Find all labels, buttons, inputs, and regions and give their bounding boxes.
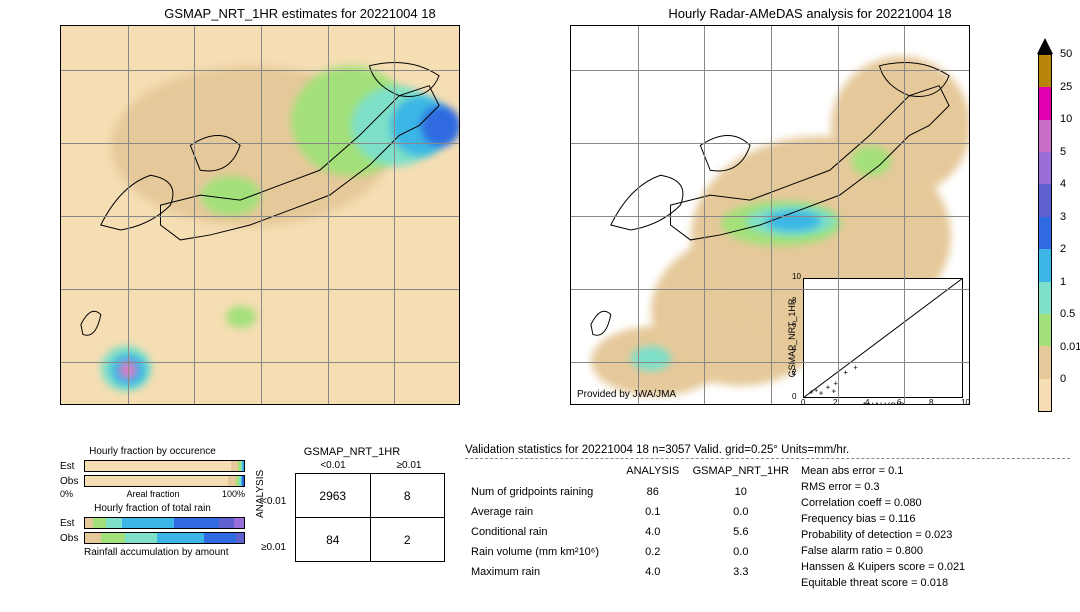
inset-ylabel: GSMAP_NRT_1HR [787, 299, 797, 378]
rain-accum-label: Rainfall accumulation by amount [84, 547, 245, 558]
hourly-fraction-bars: Hourly fraction by occurence Est Obs 0%A… [60, 444, 245, 612]
conting-title: GSMAP_NRT_1HR [257, 446, 447, 458]
cell-11: 2 [370, 518, 445, 562]
stats-metrics: Mean abs error = 0.1RMS error = 0.3Corre… [795, 463, 1070, 591]
occ-title: Hourly fraction by occurence [60, 446, 245, 457]
scatter-inset: ANALYSIS GSMAP_NRT_1HR 00224466881010 [803, 278, 963, 398]
tot-est-bar [84, 517, 245, 529]
map-row: GSMAP_NRT_1HR estimates for 20221004 18 … [0, 0, 1080, 440]
right-map-box: Provided by JWA/JMA ANALYSIS GSMAP_NRT_1… [570, 25, 970, 405]
cell-10: 84 [296, 518, 371, 562]
obs-label: Obs [60, 476, 84, 487]
left-map-panel: GSMAP_NRT_1HR estimates for 20221004 18 … [60, 0, 540, 440]
validation-stats: Validation statistics for 20221004 18 n=… [459, 444, 1070, 612]
figure-root: GSMAP_NRT_1HR estimates for 20221004 18 … [0, 0, 1080, 612]
colorbar-top-triangle [1037, 38, 1053, 54]
contingency-table: GSMAP_NRT_1HR <0.01 ≥0.01 ANALYSIS <0.01… [257, 444, 447, 612]
left-map-box: 125°E130°E135°E140°E145°E25°N30°N35°N40°… [60, 25, 460, 405]
occ-est-bar [84, 460, 245, 472]
occ-obs-bar [84, 475, 245, 487]
cell-01: 8 [370, 474, 445, 518]
total-title: Hourly fraction of total rain [60, 503, 245, 514]
stats-table: ANALYSISGSMAP_NRT_1HR Num of gridpoints … [465, 463, 795, 591]
cell-00: 2963 [296, 474, 371, 518]
bottom-row: Hourly fraction by occurence Est Obs 0%A… [0, 440, 1080, 612]
right-map-title: Hourly Radar-AMeDAS analysis for 2022100… [570, 6, 1050, 21]
tot-obs-bar [84, 532, 245, 544]
provided-label: Provided by JWA/JMA [577, 389, 676, 400]
left-map-title: GSMAP_NRT_1HR estimates for 20221004 18 [60, 6, 540, 21]
stats-title: Validation statistics for 20221004 18 n=… [465, 444, 1070, 456]
right-map-panel: Hourly Radar-AMeDAS analysis for 2022100… [570, 0, 1050, 440]
conting-side: ANALYSIS [255, 470, 266, 518]
est-label: Est [60, 461, 84, 472]
colorbar: 502510543210.50.010 [1038, 34, 1066, 412]
